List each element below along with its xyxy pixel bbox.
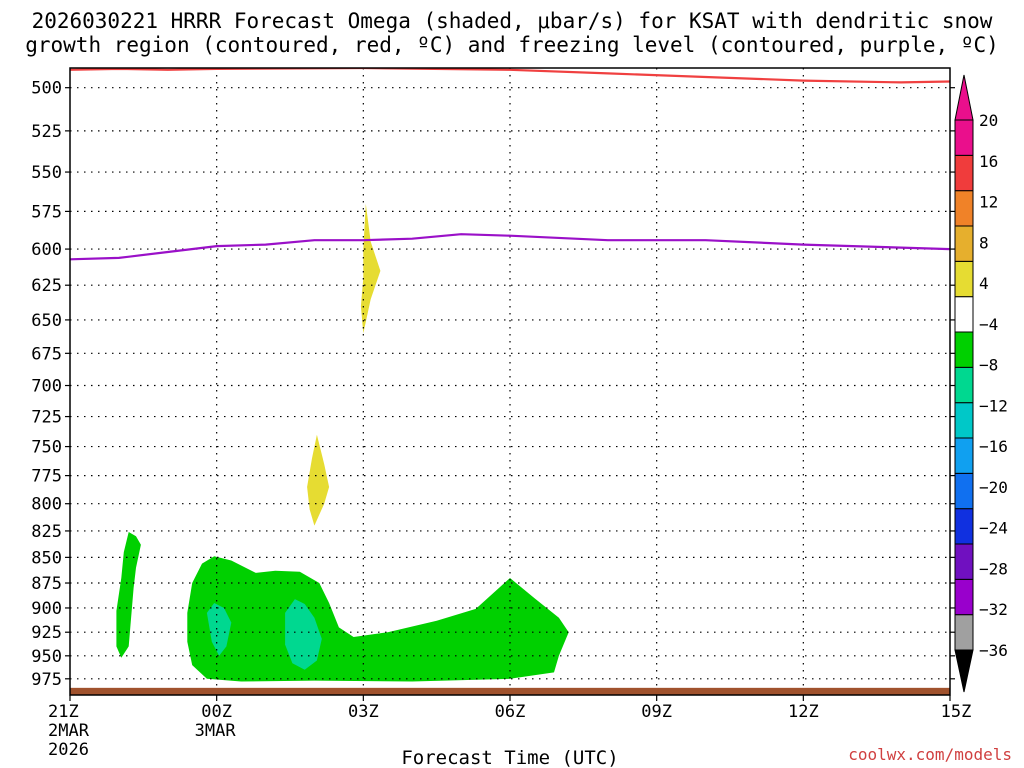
colorbar-segment-10	[954, 296, 974, 333]
colorbar-segment-3	[954, 543, 974, 580]
colorbar-label-7: −12	[979, 396, 1008, 415]
x-tick-date-21Z: 2MAR	[48, 721, 90, 741]
colorbar-label-3: 8	[979, 233, 989, 252]
x-tick-label-03Z: 03Z	[348, 702, 379, 722]
colorbar-label-1: 16	[979, 152, 998, 171]
plot-content	[70, 68, 950, 695]
y-tick-label-925: 925	[31, 623, 62, 643]
colorbar-label-13: −36	[979, 641, 1008, 660]
colorbar-segment-15	[954, 119, 974, 156]
dgz-contour-line	[70, 68, 950, 84]
colorbar-segment-11	[954, 260, 974, 298]
colorbar: 20 16 12 8 4 −4 −8 −12 −16 −20 −24 −28 −32 −36	[954, 74, 1008, 693]
y-tick-label-700: 700	[31, 377, 62, 397]
colorbar-label-11: −28	[979, 559, 1008, 578]
y-tick-label-900: 900	[31, 599, 62, 619]
x-tick-label-06Z: 06Z	[495, 702, 526, 722]
y-tick-label-950: 950	[31, 647, 62, 667]
colorbar-segment-7	[954, 402, 974, 439]
colorbar-segment-8	[954, 366, 974, 404]
y-tick-label-675: 675	[31, 344, 62, 364]
omega-sinking-region-2	[307, 434, 330, 526]
colorbar-label-12: −32	[979, 600, 1008, 619]
colorbar-segment-4	[954, 508, 974, 545]
colorbar-segment-9	[954, 331, 974, 368]
colorbar-segment-2	[954, 578, 974, 616]
credit-text: coolwx.com/models	[848, 745, 1012, 764]
colorbar-label-8: −16	[979, 437, 1008, 456]
x-tick-label-21Z: 21Z	[48, 702, 79, 722]
omega-sinking-region-1	[360, 203, 381, 334]
y-tick-label-975: 975	[31, 670, 62, 690]
colorbar-segment-12	[954, 225, 974, 262]
colorbar-label-4: 4	[979, 274, 989, 293]
y-tick-label-725: 725	[31, 408, 62, 428]
colorbar-label-2: 12	[979, 193, 998, 212]
colorbar-label-0: 20	[979, 111, 998, 130]
x-tick-label-12Z: 12Z	[788, 702, 819, 722]
x-tick-year-21Z: 2026	[48, 740, 89, 760]
colorbar-segment-14	[954, 154, 974, 192]
y-tick-label-575: 575	[31, 202, 62, 222]
y-tick-label-600: 600	[31, 240, 62, 260]
x-tick-label-09Z: 09Z	[641, 702, 672, 722]
surface-terrain	[70, 687, 950, 695]
y-tick-label-550: 550	[31, 163, 62, 183]
x-tick-date-00Z: 3MAR	[195, 721, 237, 741]
chart-title-line2: growth region (contoured, red, ºC) and f…	[25, 33, 999, 57]
colorbar-segment-1	[954, 614, 974, 651]
y-tick-label-750: 750	[31, 438, 62, 458]
x-tick-label-00Z: 00Z	[201, 702, 232, 722]
y-tick-label-650: 650	[31, 311, 62, 331]
colorbar-arrow-bottom	[954, 649, 974, 693]
omega-rising-region-4	[285, 599, 322, 670]
colorbar-arrow-top	[954, 74, 974, 121]
y-tick-label-825: 825	[31, 522, 62, 542]
chart-title-line1: 2026030221 HRRR Forecast Omega (shaded, …	[32, 9, 993, 33]
y-tick-label-625: 625	[31, 276, 62, 296]
omega-rising-region-1	[116, 532, 141, 658]
colorbar-segment-5	[954, 472, 974, 510]
freezing-level-line	[70, 233, 950, 261]
y-tick-label-850: 850	[31, 548, 62, 568]
colorbar-segment-13	[954, 190, 974, 227]
colorbar-segment-6	[954, 437, 974, 474]
colorbar-label-10: −24	[979, 519, 1008, 538]
omega-rising-region-3	[206, 603, 232, 656]
colorbar-label-9: −20	[979, 478, 1008, 497]
y-tick-label-800: 800	[31, 495, 62, 515]
y-tick-label-875: 875	[31, 574, 62, 594]
colorbar-label-6: −8	[979, 356, 998, 375]
y-tick-label-525: 525	[31, 122, 62, 142]
omega-rising-region-2	[187, 556, 569, 682]
x-tick-label-15Z: 15Z	[941, 702, 972, 722]
plot-area: 500 525 550 575 600 625 650 675 700 725 750 775 800 8…	[31, 67, 972, 760]
y-tick-label-500: 500	[31, 79, 62, 99]
x-axis-label: Forecast Time (UTC)	[401, 747, 618, 768]
colorbar-label-5: −4	[979, 315, 998, 334]
y-tick-label-775: 775	[31, 467, 62, 487]
